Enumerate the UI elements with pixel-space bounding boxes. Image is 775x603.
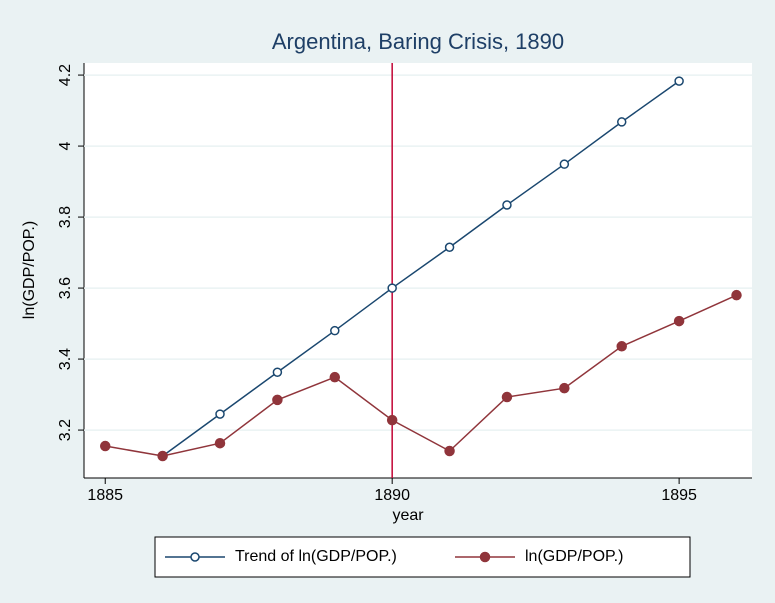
y-tick-label: 3.2 [57,419,74,441]
legend-label: Trend of ln(GDP/POP.) [235,548,397,565]
marker [157,450,168,462]
y-tick-label: 3.4 [57,348,74,370]
y-tick-label: 3.8 [57,206,74,228]
marker [386,414,398,426]
marker [329,371,341,383]
marker [444,242,455,252]
marker [214,437,226,449]
legend-label: ln(GDP/POP.) [525,548,623,565]
legend-marker [190,552,200,562]
marker [673,315,685,327]
line [105,294,737,457]
y-tick-label: 4.2 [57,64,74,86]
marker [502,200,512,210]
marker [99,440,111,452]
y-axis-label: ln(GDP/POP.) [21,221,38,319]
line [162,80,680,457]
marker [559,159,570,169]
legend-marker [479,551,491,563]
marker [387,283,397,293]
x-axis-label: year [392,507,424,524]
marker [444,445,455,457]
marker [501,391,513,403]
y-tick-label: 4 [57,142,74,151]
x-tick-label: 1885 [87,487,123,504]
marker [272,394,283,406]
chart-title: Argentina, Baring Crisis, 1890 [272,29,564,54]
marker [272,367,283,377]
marker [330,325,340,336]
x-tick-label: 1890 [374,487,410,504]
marker [559,382,570,394]
legend [154,536,691,578]
marker [674,76,684,86]
x-tick-label: 1895 [661,487,697,504]
marker [616,341,627,352]
marker [215,409,225,419]
marker [616,117,627,127]
marker [731,289,742,301]
y-tick-label: 3.6 [57,277,74,299]
